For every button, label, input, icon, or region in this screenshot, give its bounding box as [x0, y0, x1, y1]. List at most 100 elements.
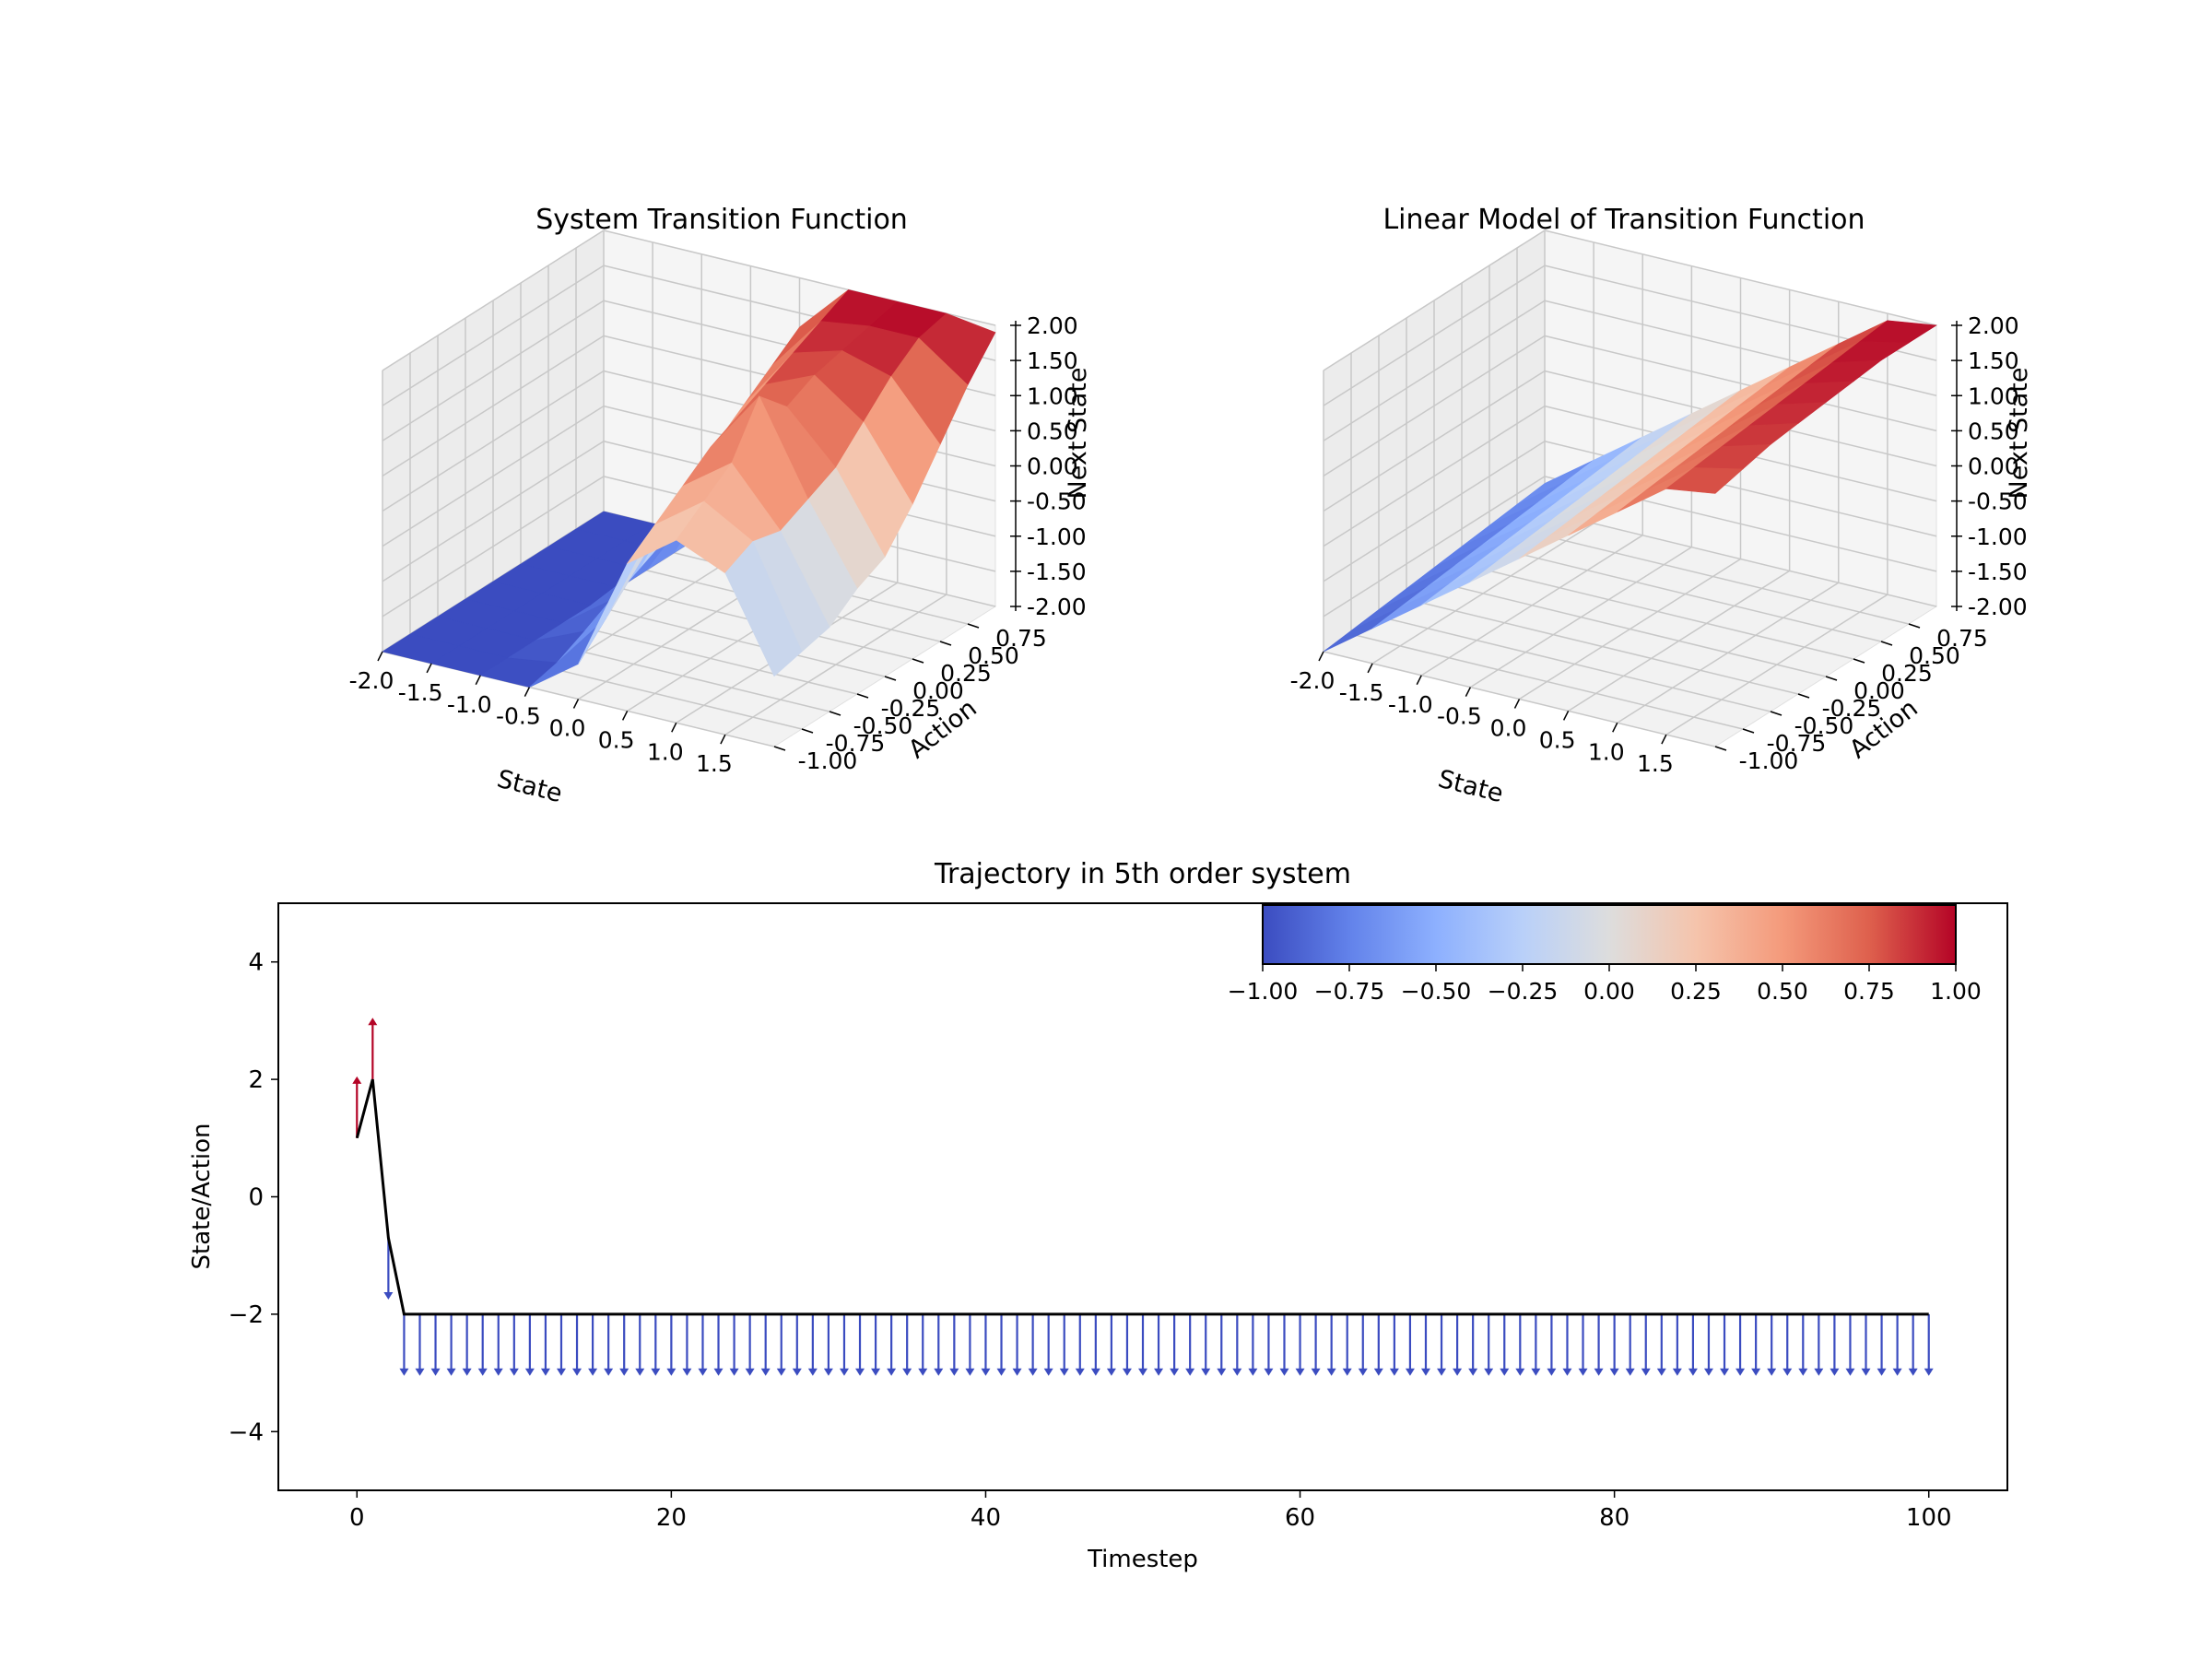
action-arrow-head: [1154, 1368, 1164, 1376]
z-tick-label: -0.50: [1968, 488, 2028, 515]
action-arrow: [651, 1313, 661, 1376]
surface-plot-linear-model: -2.0 -1.5 -1.0 -0.5 0.0 0.5 1.0 1.5 -1.00-0.75-0…: [1290, 204, 2033, 808]
action-arrow-head: [493, 1368, 503, 1376]
grid-line: [1544, 335, 1937, 432]
action-arrow: [1672, 1313, 1682, 1376]
action-arrow-head: [509, 1368, 519, 1376]
action-arrow: [1562, 1313, 1572, 1376]
z-tick-label: 0.00: [1027, 453, 1078, 480]
action-arrow: [1641, 1313, 1651, 1376]
x-tick-label: -1.0: [1388, 691, 1433, 718]
action-arrow-head: [1358, 1368, 1368, 1376]
action-arrow-head: [556, 1368, 566, 1376]
action-arrow: [446, 1313, 456, 1376]
z-tick-label: 1.00: [1027, 382, 1078, 409]
action-arrow-head: [1326, 1368, 1336, 1376]
grid-line: [1544, 229, 1937, 326]
action-arrow: [918, 1313, 928, 1376]
x-tick-mark: [1513, 699, 1521, 709]
action-arrow: [949, 1313, 959, 1376]
x-tick-label: -0.5: [1437, 703, 1482, 730]
y-tick-label: 0: [248, 1184, 264, 1212]
chart-title: Trajectory in 5th order system: [934, 858, 1351, 890]
action-arrow: [1798, 1313, 1808, 1376]
action-arrow-head: [839, 1368, 849, 1376]
action-arrow: [760, 1313, 771, 1376]
y-tick-label: 0.25: [1881, 660, 1933, 687]
action-arrow: [1420, 1313, 1430, 1376]
axes-ticks: -2.0 -1.5 -1.0 -0.5 0.0 0.5 1.0 1.5 -1.00-0.75-0…: [1290, 312, 2028, 777]
surface-mesh: [1323, 320, 1937, 653]
grid-line: [1433, 581, 1827, 677]
action-arrow: [1217, 1313, 1227, 1376]
action-arrow-head: [352, 1076, 362, 1084]
action-arrow: [1908, 1313, 1918, 1376]
x-tick-label: 0.5: [1539, 726, 1576, 753]
y-tick-label: -0.75: [826, 730, 886, 757]
action-arrow: [1656, 1313, 1666, 1376]
y-tick-label: 0.50: [1909, 642, 1960, 669]
colorbar-tick-label: 0.50: [1757, 978, 1808, 1005]
action-arrow-head: [1924, 1368, 1934, 1376]
x-tick-label: -1.5: [1339, 679, 1384, 706]
action-arrow: [1767, 1313, 1777, 1376]
action-arrow: [1311, 1313, 1321, 1376]
action-arrow: [556, 1313, 566, 1376]
action-arrow-head: [713, 1368, 724, 1376]
action-arrow-head: [430, 1368, 441, 1376]
action-arrow: [1138, 1313, 1147, 1376]
action-arrow-head: [588, 1368, 598, 1376]
action-arrow-head: [524, 1368, 535, 1376]
action-arrow-head: [1122, 1368, 1132, 1376]
chart-title: System Transition Function: [535, 204, 908, 236]
grid-line: [1323, 335, 1546, 477]
action-arrow-head: [1547, 1368, 1557, 1376]
x-tick-label: 40: [971, 1504, 1001, 1532]
x-tick-mark: [377, 651, 383, 662]
y-tick-mark: [1908, 623, 1921, 629]
z-tick-label: -1.00: [1968, 524, 2028, 550]
action-arrow-head: [1814, 1368, 1824, 1376]
x-tick-label: 0: [349, 1504, 365, 1532]
plot-area-frame: [277, 902, 2008, 1491]
action-arrow: [1484, 1313, 1494, 1376]
action-arrow-head: [1877, 1368, 1887, 1376]
y-tick-label: -0.50: [853, 712, 913, 739]
action-arrow-head: [1625, 1368, 1635, 1376]
action-arrow-head: [1342, 1368, 1352, 1376]
action-arrow: [1279, 1313, 1289, 1376]
action-arrow-head: [1484, 1368, 1494, 1376]
action-arrow-head: [1059, 1368, 1069, 1376]
z-tick-label: 1.50: [1968, 347, 2019, 374]
action-arrow-head: [1232, 1368, 1242, 1376]
action-arrow: [477, 1313, 488, 1376]
y-tick-label: 0.00: [1853, 677, 1905, 704]
action-arrow: [776, 1313, 786, 1376]
action-arrow: [1892, 1313, 1902, 1376]
colorbar-gradient: [1262, 904, 1957, 965]
action-arrow: [1877, 1313, 1887, 1376]
action-arrow-head: [729, 1368, 739, 1376]
action-arrow: [1075, 1313, 1085, 1376]
action-arrow: [430, 1313, 441, 1376]
action-arrow-head: [1845, 1368, 1855, 1376]
colorbar-tick-label: −0.25: [1488, 978, 1559, 1005]
action-arrow-head: [1735, 1368, 1746, 1376]
action-arrow: [635, 1313, 645, 1376]
action-arrow-head: [918, 1368, 928, 1376]
action-arrow: [383, 1238, 394, 1300]
action-arrow: [823, 1313, 833, 1376]
x-tick-mark: [1416, 675, 1422, 686]
x-tick-mark: [1367, 663, 1373, 674]
grid-line: [1516, 528, 1910, 625]
action-arrow-head: [1437, 1368, 1447, 1376]
grid-line: [1323, 405, 1546, 547]
action-arrow-head: [666, 1368, 677, 1376]
x-tick-mark: [524, 687, 531, 697]
action-arrow-head: [1405, 1368, 1415, 1376]
x-tick-mark: [621, 711, 629, 721]
action-arrow-head: [1106, 1368, 1116, 1376]
action-arrow-head: [477, 1368, 488, 1376]
z-tick-label: -1.50: [1968, 559, 2028, 585]
